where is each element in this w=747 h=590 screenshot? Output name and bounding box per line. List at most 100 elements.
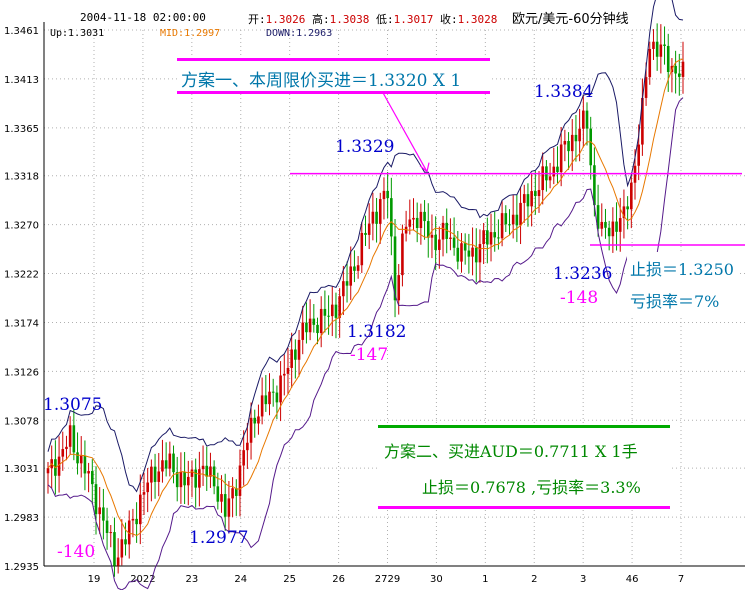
candle — [563, 129, 567, 162]
plan2-line1: 方案二、买进AUD＝0.7711 X 1手 — [384, 442, 638, 461]
candle — [135, 502, 138, 543]
x-tick-label: 2022 — [130, 574, 155, 585]
candle — [467, 233, 471, 274]
label-1-3075: 1.3075 — [43, 395, 103, 415]
candle — [157, 453, 161, 497]
candle — [489, 213, 493, 262]
candle — [360, 222, 364, 273]
candle — [220, 475, 223, 513]
candle — [253, 409, 257, 438]
candle — [652, 29, 655, 60]
candle — [364, 215, 367, 247]
candle — [478, 229, 482, 283]
x-tick-label: 2729 — [375, 574, 400, 585]
candle — [548, 162, 552, 189]
candle — [397, 264, 401, 315]
candle — [378, 192, 382, 244]
candle — [164, 442, 168, 477]
y-tick-label: 1.3270 — [4, 221, 39, 232]
candle — [264, 375, 268, 412]
candle — [209, 452, 212, 488]
candle — [452, 217, 456, 256]
candle — [500, 201, 504, 247]
candle — [50, 445, 53, 489]
candle — [415, 202, 419, 243]
up-band-label: Up:1.3031 — [50, 28, 105, 39]
y-tick-label: 1.3078 — [4, 416, 39, 427]
candle — [537, 171, 541, 213]
candle — [574, 114, 578, 162]
candle — [615, 202, 618, 251]
header-ohlc: 开:1.3026 高:1.3038 低:1.3017 收:1.3028 — [248, 11, 497, 27]
candle — [567, 132, 570, 170]
y-tick-label: 1.3222 — [4, 270, 39, 281]
candle — [109, 524, 113, 548]
candle — [131, 508, 135, 538]
candle — [201, 445, 205, 486]
candle — [681, 41, 685, 94]
upper-band-line — [47, 0, 684, 493]
plan1-pointer — [381, 90, 428, 172]
low-label: 低: — [376, 13, 394, 26]
candle — [242, 430, 245, 486]
mid-band-line — [47, 58, 684, 537]
candle — [91, 459, 94, 505]
candle — [257, 404, 260, 435]
candle — [227, 480, 231, 534]
candle — [641, 78, 644, 156]
candles — [46, 23, 685, 577]
label-minus-148: -148 — [560, 288, 599, 308]
candle — [120, 519, 124, 566]
plan1-text: 方案一、本周限价买进＝1.3320 X 1 — [181, 71, 462, 91]
candle — [150, 459, 153, 502]
candle — [338, 288, 341, 338]
candle — [611, 207, 615, 253]
y-tick-label: 1.3174 — [4, 318, 39, 329]
candle — [630, 172, 633, 229]
candle — [294, 339, 297, 379]
candle — [534, 170, 537, 215]
reference-lines — [290, 90, 745, 246]
candle — [168, 441, 172, 477]
candle — [146, 468, 149, 513]
x-tick-label: 30 — [430, 574, 443, 585]
candle — [327, 295, 330, 335]
candle — [659, 24, 663, 74]
candle — [194, 458, 197, 508]
label-minus-140: -140 — [57, 542, 96, 562]
candle — [183, 452, 186, 505]
candle — [545, 160, 548, 192]
candle — [556, 146, 559, 184]
candle — [124, 522, 127, 556]
candle — [607, 220, 611, 251]
candle — [94, 466, 98, 535]
down-band-label: DOWN:1.2963 — [266, 28, 333, 39]
plan1-box: 方案一、本周限价买进＝1.3320 X 1 — [177, 58, 490, 94]
candle — [301, 305, 305, 355]
candle — [371, 192, 375, 241]
candle — [127, 510, 131, 559]
candle — [508, 209, 511, 236]
x-tick-label: 1 — [482, 574, 488, 585]
candle — [83, 440, 87, 491]
candle — [530, 173, 533, 227]
candle — [674, 50, 677, 94]
candle — [116, 538, 120, 574]
candle — [600, 203, 604, 237]
candle — [526, 183, 530, 227]
y-tick-label: 1.3365 — [4, 124, 39, 135]
candle — [72, 409, 76, 461]
candle — [61, 431, 65, 471]
candle — [482, 222, 485, 265]
y-tick-label: 1.2983 — [4, 513, 39, 524]
lower-band-line — [47, 97, 684, 590]
candle — [504, 205, 508, 233]
candle — [319, 296, 323, 348]
label-1-3182: 1.3182 — [347, 322, 407, 342]
candle — [46, 462, 50, 494]
candle — [286, 347, 290, 395]
candle — [238, 449, 242, 517]
candle — [246, 423, 249, 469]
stop-loss-box: 止损＝1.3250 亏损率＝7% — [627, 252, 737, 318]
